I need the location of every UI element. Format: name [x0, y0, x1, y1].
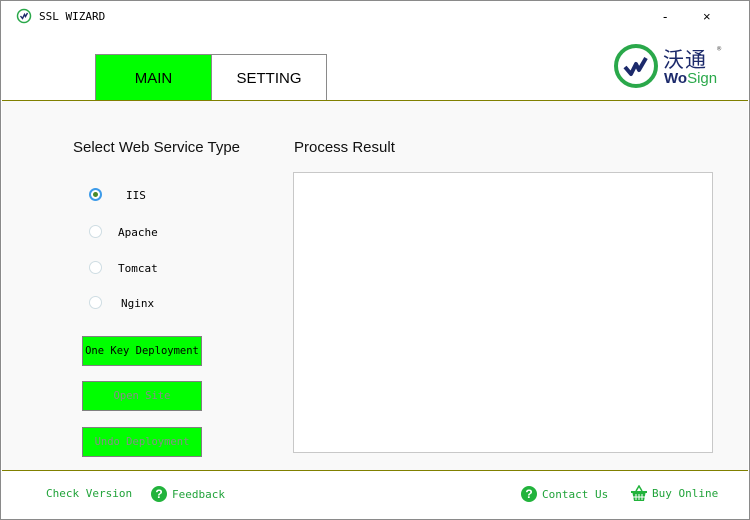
- shopping-basket-icon: [631, 485, 647, 501]
- radio-apache[interactable]: [89, 225, 102, 238]
- radio-nginx[interactable]: [89, 296, 102, 309]
- logo-wo: Wo: [664, 70, 688, 87]
- one-key-deployment-button[interactable]: One Key Deployment: [82, 336, 202, 366]
- radio-label-nginx[interactable]: Nginx: [121, 297, 155, 310]
- help-icon: ?: [521, 486, 537, 502]
- logo-registered: ®: [717, 45, 722, 53]
- tab-setting[interactable]: SETTING: [211, 54, 327, 101]
- help-icon: ?: [151, 486, 167, 502]
- contact-us-label: Contact Us: [542, 487, 609, 501]
- tab-main[interactable]: MAIN: [95, 54, 212, 101]
- feedback-link[interactable]: ? Feedback: [151, 486, 225, 502]
- wosign-check-icon: [614, 44, 658, 88]
- close-button[interactable]: ×: [703, 9, 711, 24]
- feedback-label: Feedback: [172, 487, 225, 501]
- contact-us-link[interactable]: ? Contact Us: [521, 486, 608, 502]
- check-version-link[interactable]: Check Version: [46, 487, 132, 500]
- buy-online-label: Buy Online: [652, 487, 719, 500]
- process-result-box[interactable]: [293, 172, 713, 453]
- logo-chinese: 沃通: [663, 48, 707, 72]
- check-version-label: Check Version: [46, 487, 133, 500]
- radio-iis[interactable]: [89, 188, 102, 201]
- open-site-button[interactable]: Open Site: [82, 381, 202, 411]
- radio-label-tomcat[interactable]: Tomcat: [118, 262, 158, 275]
- radio-tomcat[interactable]: [89, 261, 102, 274]
- window-title: SSL WIZARD: [39, 10, 106, 23]
- radio-label-iis[interactable]: IIS: [126, 189, 146, 202]
- service-type-heading: Select Web Service Type: [73, 139, 241, 156]
- process-result-heading: Process Result: [294, 139, 395, 156]
- undo-deployment-button[interactable]: Undo Deployment: [82, 427, 202, 457]
- radio-label-apache[interactable]: Apache: [118, 226, 158, 239]
- minimize-button[interactable]: -: [663, 9, 668, 24]
- buy-online-link[interactable]: Buy Online: [631, 485, 718, 502]
- logo-sign: Sign: [687, 70, 718, 87]
- app-logo-icon: [16, 8, 32, 24]
- wosign-logo: 沃通 ® WoSign: [613, 43, 723, 91]
